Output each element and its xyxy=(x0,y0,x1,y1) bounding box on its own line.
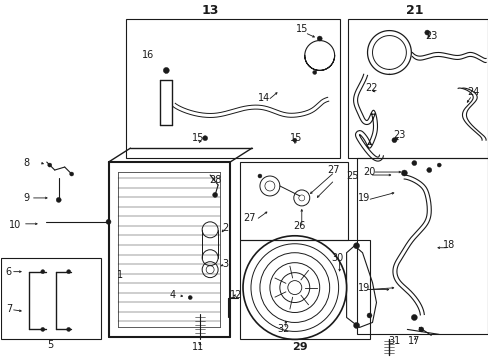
Text: 11: 11 xyxy=(192,342,204,352)
Text: 6: 6 xyxy=(6,267,12,276)
Bar xyxy=(240,240,369,339)
Circle shape xyxy=(436,163,440,167)
Circle shape xyxy=(401,170,407,176)
Text: 32: 32 xyxy=(277,324,289,334)
Bar xyxy=(356,158,487,334)
Circle shape xyxy=(163,67,169,73)
Circle shape xyxy=(366,313,371,318)
Bar xyxy=(1,258,101,339)
Text: 13: 13 xyxy=(201,4,218,17)
Circle shape xyxy=(188,296,192,300)
Text: 10: 10 xyxy=(9,220,21,230)
Circle shape xyxy=(41,270,45,274)
Circle shape xyxy=(66,328,71,332)
Text: 22: 22 xyxy=(365,84,377,93)
Bar xyxy=(240,162,347,240)
Text: 14: 14 xyxy=(257,93,269,103)
Text: 27: 27 xyxy=(327,165,339,175)
Circle shape xyxy=(317,36,322,41)
Bar xyxy=(347,19,487,158)
Circle shape xyxy=(292,138,296,142)
Circle shape xyxy=(202,136,207,141)
Circle shape xyxy=(410,315,416,320)
Text: 27: 27 xyxy=(243,213,256,223)
Text: 9: 9 xyxy=(24,193,30,203)
Text: 7: 7 xyxy=(6,305,12,315)
Circle shape xyxy=(258,174,262,178)
Text: 15: 15 xyxy=(192,133,204,143)
Text: 3: 3 xyxy=(222,259,228,269)
Circle shape xyxy=(41,328,45,332)
Text: 15: 15 xyxy=(295,24,307,33)
Text: 17: 17 xyxy=(407,336,420,346)
Circle shape xyxy=(106,219,111,224)
Circle shape xyxy=(312,71,316,75)
Text: 25: 25 xyxy=(346,171,358,181)
Circle shape xyxy=(69,172,74,176)
Circle shape xyxy=(411,161,416,166)
Text: 5: 5 xyxy=(47,340,54,350)
Text: 8: 8 xyxy=(24,158,30,168)
Text: 23: 23 xyxy=(424,31,437,41)
Text: 29: 29 xyxy=(291,342,307,352)
Text: 19: 19 xyxy=(358,193,370,203)
Text: 23: 23 xyxy=(392,130,405,140)
Circle shape xyxy=(353,243,359,249)
Circle shape xyxy=(426,167,431,172)
Text: 28: 28 xyxy=(208,175,221,185)
Text: 19: 19 xyxy=(358,283,370,293)
Text: 12: 12 xyxy=(229,289,242,300)
Circle shape xyxy=(212,193,217,197)
Text: 24: 24 xyxy=(466,87,478,97)
Text: 31: 31 xyxy=(387,336,400,346)
Circle shape xyxy=(56,197,61,202)
Circle shape xyxy=(391,138,396,143)
Text: 18: 18 xyxy=(442,240,454,250)
Text: 16: 16 xyxy=(142,50,154,60)
Text: 30: 30 xyxy=(331,253,343,263)
Text: 21: 21 xyxy=(405,4,422,17)
Text: 15: 15 xyxy=(289,133,302,143)
Text: 20: 20 xyxy=(363,167,375,177)
Text: 2: 2 xyxy=(222,223,228,233)
Text: 26: 26 xyxy=(293,221,305,231)
Circle shape xyxy=(424,30,429,35)
Circle shape xyxy=(66,270,71,274)
Bar xyxy=(126,19,339,158)
Circle shape xyxy=(48,163,52,167)
Text: 1: 1 xyxy=(117,270,123,280)
Text: 4: 4 xyxy=(169,289,175,300)
Circle shape xyxy=(418,327,423,332)
Circle shape xyxy=(353,323,359,328)
